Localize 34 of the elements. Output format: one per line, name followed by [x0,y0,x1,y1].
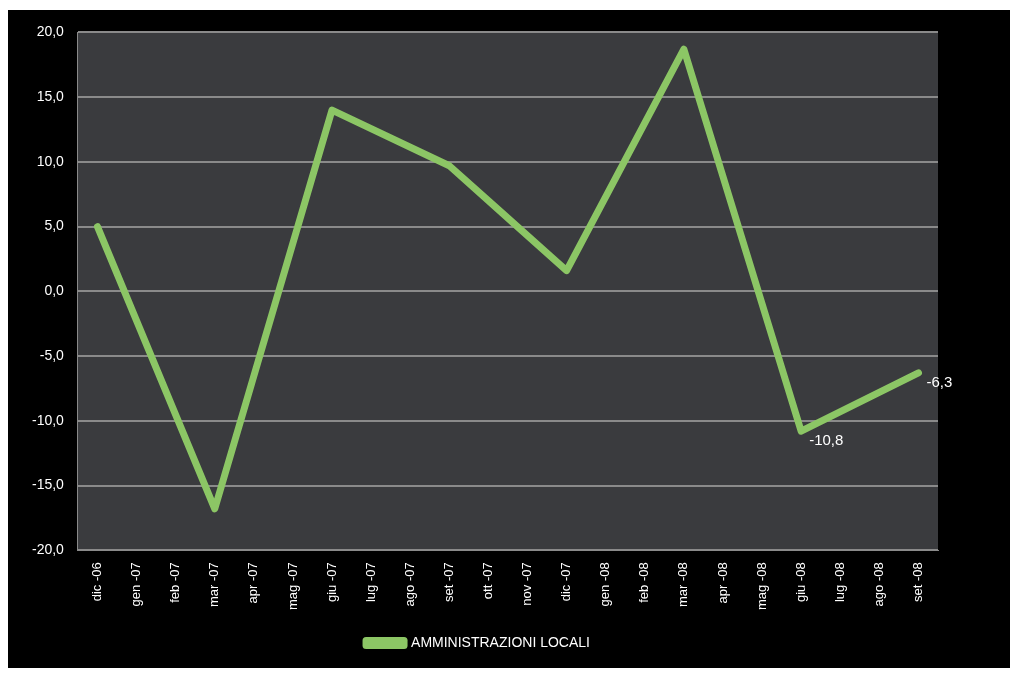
x-tick-label: gen -08 [597,562,613,607]
x-tick-label: mar -07 [206,562,222,608]
y-tick-label: -5,0 [39,346,65,363]
y-tick-label: 20,0 [36,23,65,40]
x-tick-label: mag -07 [284,562,300,611]
data-label: -10,8 [809,431,844,449]
x-tick-label: set -07 [440,562,456,603]
x-tick-label: apr -08 [714,562,730,604]
legend-label: AMMINISTRAZIONI LOCALI [411,633,590,650]
y-tick-label: 10,0 [36,152,65,169]
y-tick-label: 0,0 [44,282,65,299]
y-tick-label: 5,0 [44,217,65,234]
x-tick-label: feb -08 [636,562,652,603]
y-tick-label: 15,0 [36,88,65,104]
x-tick-label: giu -08 [792,562,808,603]
x-tick-label: lug -08 [831,562,847,603]
y-tick-label: -10,0 [31,411,65,428]
x-tick-label: mag -08 [753,562,769,611]
x-tick-label: gen -07 [128,562,144,607]
x-tick-label: ago -08 [870,562,886,607]
x-tick-label: nov -07 [519,562,535,606]
x-tick-label: lug -07 [362,562,378,603]
x-tick-label: ago -07 [401,562,417,607]
y-tick-label: -20,0 [31,541,65,558]
x-tick-label: dic -07 [558,562,574,602]
x-tick-label: set -08 [910,562,926,603]
x-tick-label: feb -07 [167,562,183,603]
data-label: -6,3 [926,373,953,391]
y-tick-label: -15,0 [31,476,65,493]
x-tick-label: mar -08 [675,562,691,608]
x-tick-label: giu -07 [323,562,339,603]
x-tick-label: apr -07 [245,562,261,604]
x-tick-label: ott -07 [479,562,495,600]
x-tick-label: dic -06 [89,562,105,602]
